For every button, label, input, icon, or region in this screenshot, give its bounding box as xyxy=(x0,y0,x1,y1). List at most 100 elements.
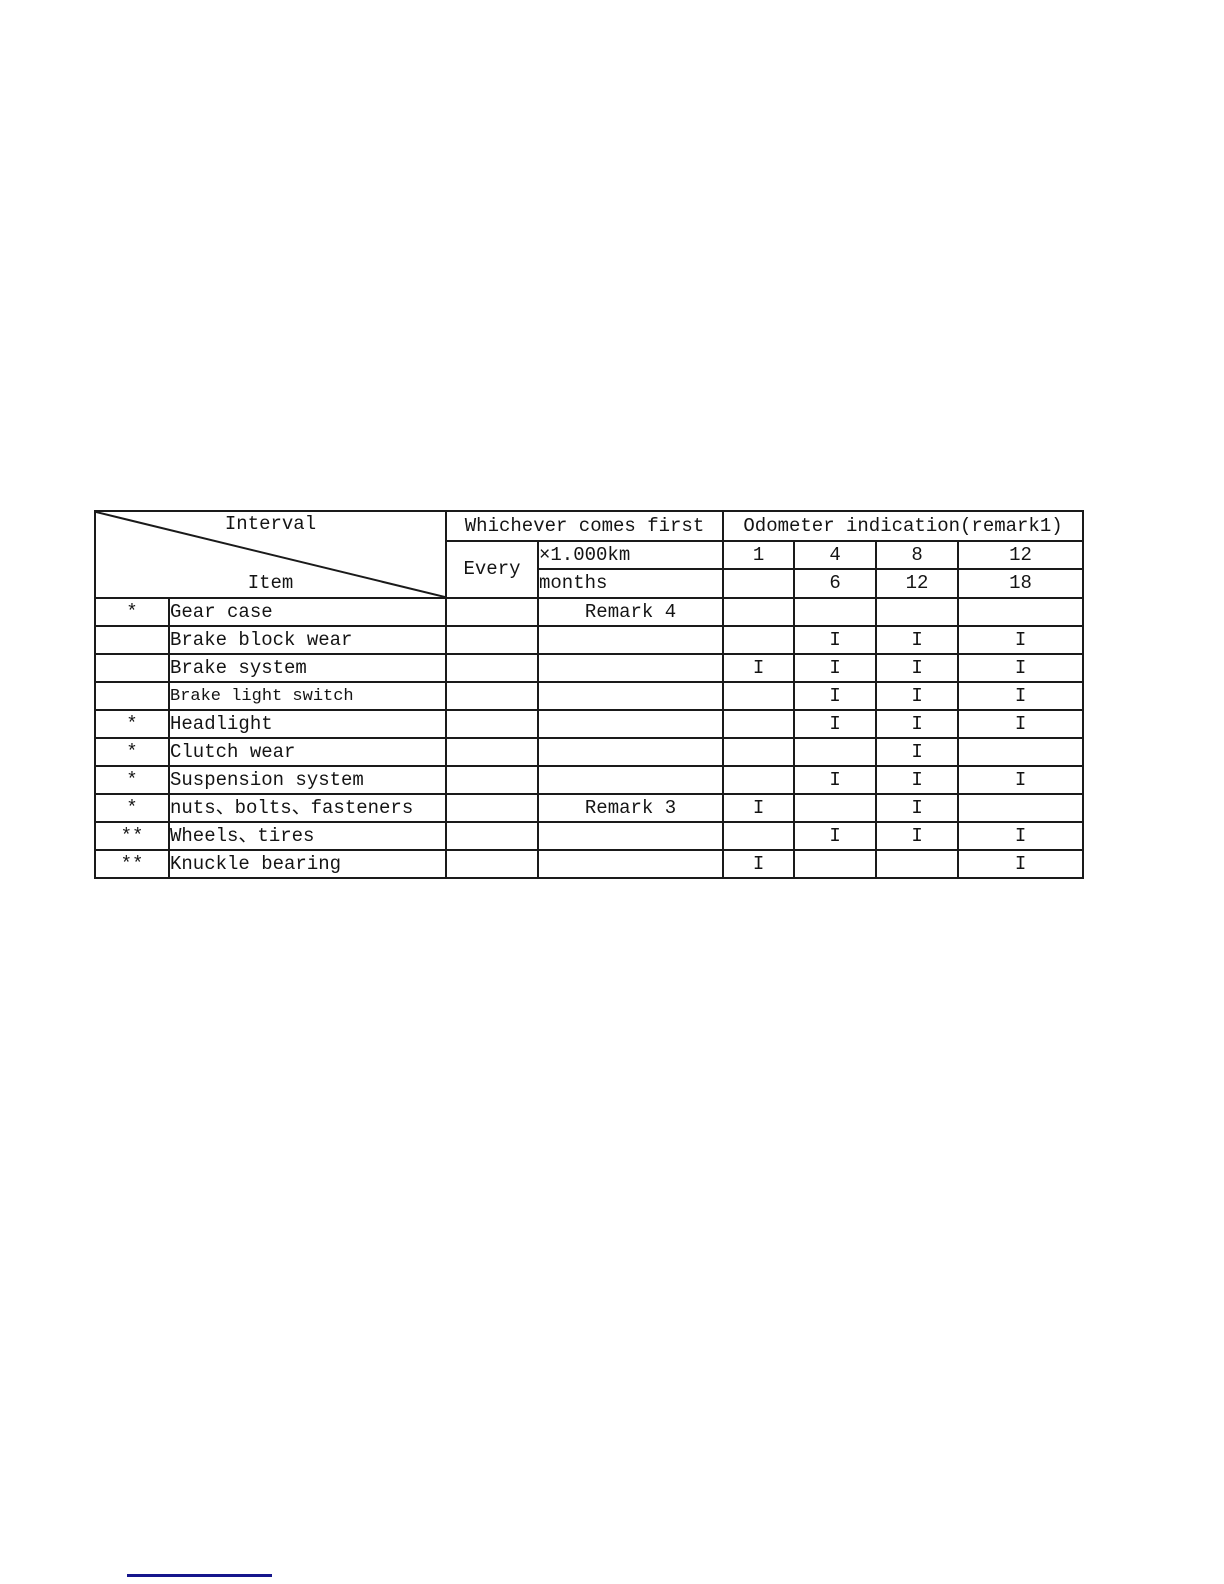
km-value-8: 8 xyxy=(875,540,960,570)
inspection-mark-cell xyxy=(793,737,878,767)
row-note-cell xyxy=(536,681,725,711)
row-item-label: Suspension system xyxy=(168,765,447,795)
row-every-cell xyxy=(445,681,539,711)
month-value-6: 6 xyxy=(793,568,878,599)
row-item-label: Gear case xyxy=(168,597,447,627)
row-note-cell xyxy=(536,821,725,851)
inspection-mark-cell xyxy=(722,625,796,655)
row-marker: * xyxy=(94,737,170,767)
interval-item-corner-cell: Interval Item xyxy=(94,510,447,599)
row-note-cell xyxy=(536,737,725,767)
row-item-label: Brake block wear xyxy=(168,625,447,655)
row-marker xyxy=(94,653,170,683)
table-row-suspension-system: * Suspension system I I I xyxy=(94,765,1085,795)
inspection-mark-cell: I xyxy=(957,821,1085,851)
table-row-knuckle-bearing: ** Knuckle bearing I I xyxy=(94,849,1085,879)
row-every-cell xyxy=(445,625,539,655)
row-marker: * xyxy=(94,709,170,739)
row-marker xyxy=(94,625,170,655)
inspection-mark-cell: I xyxy=(957,849,1085,879)
row-item-label: Knuckle bearing xyxy=(168,849,447,879)
inspection-mark-cell xyxy=(722,681,796,711)
inspection-mark-cell: I xyxy=(793,821,878,851)
maintenance-schedule-table: Interval Item Whichever comes first Odom… xyxy=(94,510,1085,879)
inspection-mark-cell xyxy=(722,821,796,851)
row-item-label: Clutch wear xyxy=(168,737,447,767)
every-header-cell: Every xyxy=(445,540,539,599)
row-every-cell xyxy=(445,737,539,767)
table-row-gear-case: * Gear case Remark 4 xyxy=(94,597,1085,627)
inspection-mark-cell xyxy=(722,597,796,627)
table-row-brake-light-switch: Brake light switch I I I xyxy=(94,681,1085,711)
km-value-1: 1 xyxy=(722,540,796,570)
diagonal-divider-line xyxy=(96,512,445,597)
month-value-18: 18 xyxy=(957,568,1085,599)
row-note-cell xyxy=(536,653,725,683)
table-row-headlight: * Headlight I I I xyxy=(94,709,1085,739)
inspection-mark-cell: I xyxy=(957,709,1085,739)
inspection-mark-cell: I xyxy=(957,653,1085,683)
inspection-mark-cell: I xyxy=(793,625,878,655)
inspection-mark-cell: I xyxy=(875,737,960,767)
inspection-mark-cell: I xyxy=(722,653,796,683)
row-marker: ** xyxy=(94,849,170,879)
inspection-mark-cell: I xyxy=(957,681,1085,711)
corner-interval-label: Interval xyxy=(224,513,317,535)
row-note-cell xyxy=(536,625,725,655)
inspection-mark-cell: I xyxy=(793,653,878,683)
month-value-12: 12 xyxy=(875,568,960,599)
row-marker: ** xyxy=(94,821,170,851)
header-row-1: Interval Item Whichever comes first Odom… xyxy=(94,510,1085,599)
whichever-comes-first-header: Whichever comes first xyxy=(444,510,725,542)
row-item-label: Wheels、tires xyxy=(168,821,447,851)
inspection-mark-cell: I xyxy=(875,821,960,851)
row-item-label: Brake light switch xyxy=(168,681,447,711)
inspection-mark-cell: I xyxy=(957,625,1085,655)
row-note-cell xyxy=(536,709,725,739)
row-item-label: nuts、bolts、fasteners xyxy=(168,793,447,823)
inspection-mark-cell xyxy=(793,597,878,627)
inspection-mark-cell xyxy=(875,597,960,627)
row-note-cell xyxy=(536,849,725,879)
inspection-mark-cell: I xyxy=(793,765,878,795)
table-row-nuts-bolts-fasteners: * nuts、bolts、fasteners Remark 3 I I xyxy=(94,793,1085,823)
row-marker: * xyxy=(94,597,170,627)
km-header-cell: ×1.000km xyxy=(536,540,725,570)
row-marker: * xyxy=(94,765,170,795)
inspection-mark-cell: I xyxy=(793,709,878,739)
inspection-mark-cell xyxy=(793,849,878,879)
km-value-4: 4 xyxy=(793,540,878,570)
inspection-mark-cell: I xyxy=(957,765,1085,795)
inspection-mark-cell: I xyxy=(722,793,796,823)
inspection-mark-cell xyxy=(793,793,878,823)
row-note-cell: Remark 3 xyxy=(536,793,725,823)
inspection-mark-cell: I xyxy=(875,709,960,739)
inspection-mark-cell xyxy=(722,709,796,739)
inspection-mark-cell: I xyxy=(793,681,878,711)
row-every-cell xyxy=(445,597,539,627)
row-note-cell xyxy=(536,765,725,795)
table-row-clutch-wear: * Clutch wear I xyxy=(94,737,1085,767)
row-every-cell xyxy=(445,709,539,739)
row-marker xyxy=(94,681,170,711)
km-value-12: 12 xyxy=(957,540,1085,570)
row-every-cell xyxy=(445,653,539,683)
inspection-mark-cell: I xyxy=(875,653,960,683)
row-every-cell xyxy=(445,821,539,851)
table-row-brake-system: Brake system I I I I xyxy=(94,653,1085,683)
row-every-cell xyxy=(445,793,539,823)
row-item-label: Headlight xyxy=(168,709,447,739)
row-every-cell xyxy=(445,849,539,879)
table-row-brake-block-wear: Brake block wear I I I xyxy=(94,625,1085,655)
header-row-2: Every ×1.000km 1 4 8 12 xyxy=(95,540,1085,599)
odometer-indication-header: Odometer indication(remark1) xyxy=(722,510,1085,542)
row-marker: * xyxy=(94,793,170,823)
inspection-mark-cell xyxy=(957,793,1085,823)
month-value-blank xyxy=(722,568,796,599)
row-note-cell: Remark 4 xyxy=(536,597,725,627)
row-every-cell xyxy=(445,765,539,795)
inspection-mark-cell: I xyxy=(875,681,960,711)
months-header-cell: months xyxy=(536,568,725,599)
inspection-mark-cell: I xyxy=(875,765,960,795)
